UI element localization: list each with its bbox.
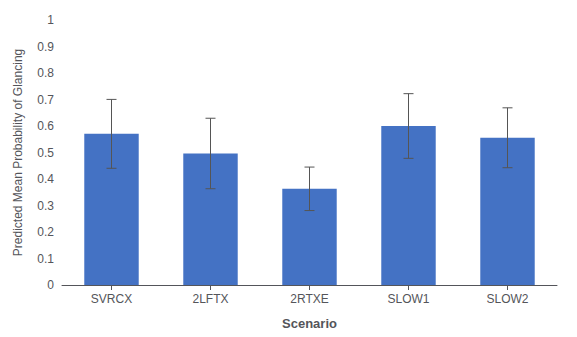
- svg-text:SVRCX: SVRCX: [91, 292, 132, 306]
- svg-text:2RTXE: 2RTXE: [290, 292, 328, 306]
- svg-text:0.3: 0.3: [37, 199, 54, 213]
- svg-text:0.9: 0.9: [37, 40, 54, 54]
- svg-text:0.8: 0.8: [37, 66, 54, 80]
- svg-text:0.7: 0.7: [37, 93, 54, 107]
- svg-text:1: 1: [47, 13, 54, 27]
- svg-text:0.2: 0.2: [37, 225, 54, 239]
- svg-text:Scenario: Scenario: [282, 316, 337, 331]
- svg-text:SLOW2: SLOW2: [486, 292, 528, 306]
- svg-text:2LFTX: 2LFTX: [192, 292, 228, 306]
- svg-text:SLOW1: SLOW1: [387, 292, 429, 306]
- svg-text:0.5: 0.5: [37, 146, 54, 160]
- svg-text:0: 0: [47, 278, 54, 292]
- svg-text:0.1: 0.1: [37, 252, 54, 266]
- svg-text:0.6: 0.6: [37, 119, 54, 133]
- svg-text:0.4: 0.4: [37, 172, 54, 186]
- svg-text:Predicted Mean Probability of: Predicted Mean Probability of Glancing: [11, 49, 25, 256]
